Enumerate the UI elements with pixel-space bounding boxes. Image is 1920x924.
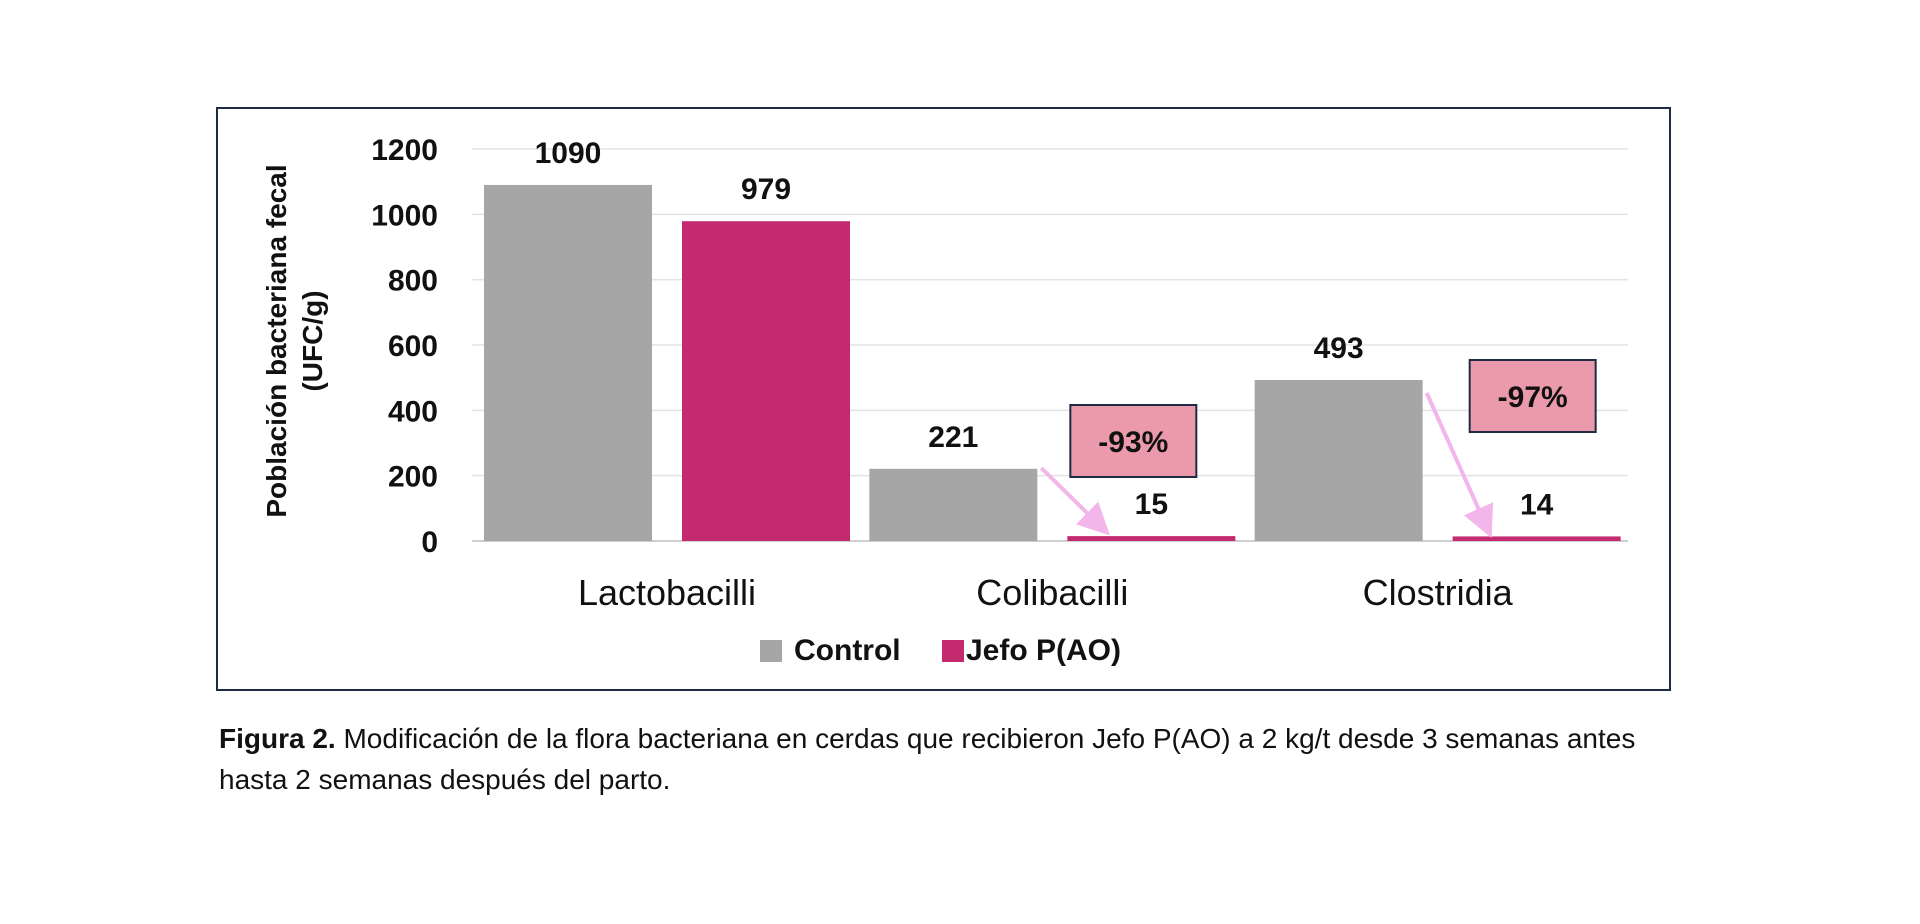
figure-caption: Figura 2. Modificación de la flora bacte… [219, 718, 1639, 800]
bar-control [1254, 379, 1423, 541]
reduction-callout-text: -93% [1098, 426, 1168, 459]
labels: 0 200 400 600 800 1000 1200 1090 979 Lactobacilli… [261, 134, 1554, 613]
bar-control [484, 184, 652, 541]
y-tick-label: 1000 [371, 199, 438, 232]
y-tick-label: 400 [388, 395, 438, 428]
legend-label: Control [794, 634, 901, 667]
bar-jefo-p-ao- [682, 221, 850, 541]
reduction-arrow [1039, 466, 1110, 536]
y-axis-title-line: (UFC/g) [297, 290, 328, 391]
data-label: 14 [1520, 488, 1554, 521]
legend: Control Jefo P(AO) [760, 634, 1121, 667]
x-category-label: Clostridia [1363, 572, 1514, 613]
data-label: 979 [741, 173, 791, 206]
reduction-callout-text: -97% [1498, 381, 1568, 414]
y-axis-title: Población bacteriana fecal (UFC/g) [261, 164, 328, 517]
data-label: 493 [1314, 332, 1364, 365]
bars [484, 184, 1621, 541]
reduction-callout-box [1069, 404, 1198, 478]
legend-swatch [760, 640, 782, 662]
legend-swatch [942, 640, 964, 662]
y-tick-label: 0 [421, 526, 438, 559]
bar-control [869, 468, 1038, 541]
bar-jefo-p-ao- [1067, 536, 1236, 541]
y-tick-label: 800 [388, 265, 438, 298]
reduction-arrow [1424, 392, 1494, 538]
caption-text: Modificación de la flora bacteriana en c… [219, 723, 1636, 795]
figure-number: Figura 2. [219, 723, 336, 754]
y-tick-label: 600 [388, 330, 438, 363]
y-tick-label: 200 [388, 461, 438, 494]
legend-label: Jefo P(AO) [966, 634, 1121, 667]
y-axis-title-line: Población bacteriana fecal [261, 164, 292, 517]
data-label: 221 [928, 421, 978, 454]
bar-jefo-p-ao- [1452, 536, 1621, 541]
x-category-label: Lactobacilli [578, 572, 756, 613]
x-category-label: Colibacilli [976, 572, 1128, 613]
y-tick-label: 1200 [371, 134, 438, 167]
data-label: 15 [1135, 488, 1168, 521]
annotations: -93% -97% [1039, 359, 1597, 538]
reduction-callout-box [1468, 359, 1597, 433]
data-label: 1090 [535, 137, 602, 170]
